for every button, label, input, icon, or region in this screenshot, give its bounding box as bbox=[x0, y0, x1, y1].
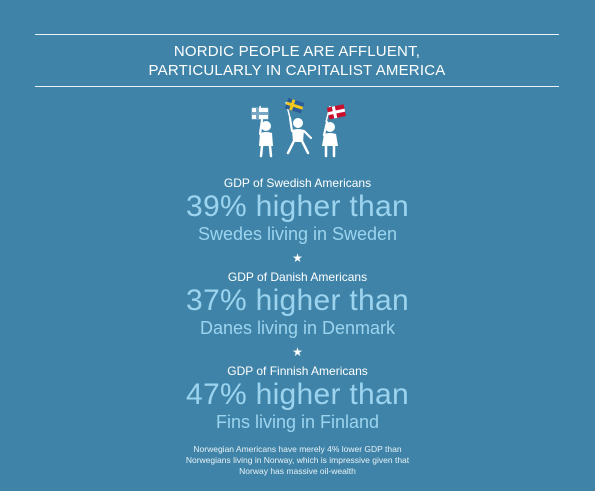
headline-line-2: PARTICULARLY IN CAPITALIST AMERICA bbox=[148, 62, 446, 79]
footnote-line-3: Norway has massive oil-wealth bbox=[239, 466, 356, 476]
stat-comparison: Swedes living in Sweden bbox=[197, 224, 398, 244]
finland-flag-icon bbox=[251, 105, 269, 121]
stat-finnish: GDP of Finnish Americans 47% higher than… bbox=[0, 364, 595, 433]
footnote-line-1: Norwegian Americans have merely 4% lower… bbox=[193, 444, 402, 454]
bottom-divider bbox=[35, 86, 559, 87]
denmark-flag-icon bbox=[325, 104, 347, 123]
footnote-line-2: Norwegians living in Norway, which is im… bbox=[185, 455, 410, 465]
headline: NORDIC PEOPLE ARE AFFLUENT, PARTICULARLY… bbox=[35, 42, 559, 80]
people-with-flags-icon bbox=[251, 98, 347, 158]
stat-value: 47% higher than bbox=[186, 378, 409, 411]
top-divider bbox=[35, 34, 559, 35]
person-right-icon bbox=[322, 120, 338, 158]
star-separator-icon: ★ bbox=[292, 251, 303, 265]
stat-value: 37% higher than bbox=[186, 284, 409, 317]
stat-label: GDP of Finnish Americans bbox=[227, 364, 368, 378]
stat-swedish: GDP of Swedish Americans 39% higher than… bbox=[0, 176, 595, 245]
star-separator-icon: ★ bbox=[292, 345, 303, 359]
footnote: Norwegian Americans have merely 4% lower… bbox=[0, 444, 595, 477]
stat-comparison: Danes living in Denmark bbox=[199, 318, 396, 338]
headline-line-1: NORDIC PEOPLE ARE AFFLUENT, bbox=[173, 43, 421, 60]
person-middle-icon bbox=[286, 116, 313, 155]
stat-value: 39% higher than bbox=[186, 190, 409, 223]
stat-label: GDP of Danish Americans bbox=[227, 270, 368, 284]
sweden-flag-icon bbox=[284, 98, 305, 119]
stat-label: GDP of Swedish Americans bbox=[223, 176, 372, 190]
person-left-icon bbox=[258, 118, 273, 158]
stat-danish: GDP of Danish Americans 37% higher than … bbox=[0, 270, 595, 339]
stat-comparison: Fins living in Finland bbox=[215, 412, 380, 432]
